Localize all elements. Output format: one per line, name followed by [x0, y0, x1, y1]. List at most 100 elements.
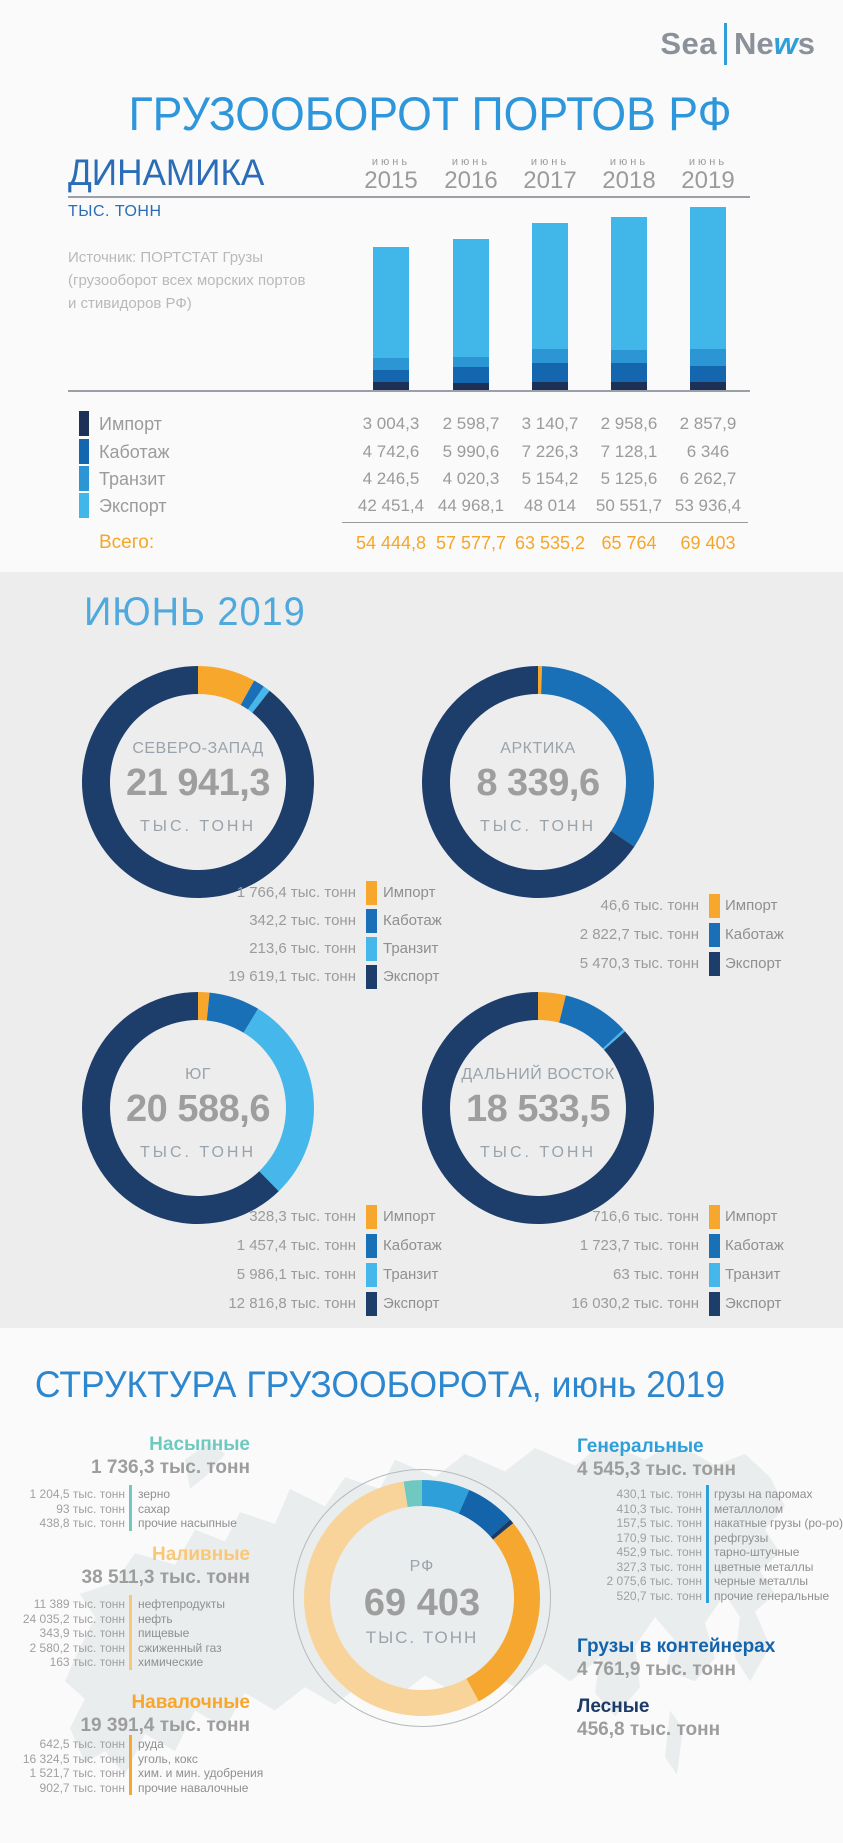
cell-value: 3 004,3: [362, 414, 420, 433]
item-label: сжиженный газ: [138, 1640, 222, 1655]
donut-slice-Транзит: [247, 686, 270, 713]
region-name: АРКТИКА: [500, 740, 576, 757]
cell-value: 2 598,7: [442, 414, 500, 433]
cell-value: 5 154,2: [521, 469, 579, 488]
item-value: 16 324,5 тыс. тонн: [22, 1751, 125, 1766]
legend-swatch-транзит: [79, 466, 89, 491]
item-value: 93 тыс. тонн: [56, 1501, 125, 1516]
group-name: Грузы в контейнерах: [577, 1636, 776, 1657]
item-label: хим. и мин. удобрения: [138, 1766, 264, 1780]
item-label: накатные грузы (ро-ро): [714, 1516, 843, 1530]
item-label: химические: [138, 1655, 204, 1669]
cell-value: 53 936,4: [674, 496, 742, 515]
cell-value: 4 020,3: [442, 469, 500, 488]
group-name: Наливные: [152, 1544, 250, 1565]
legend-label: Экспорт: [383, 1295, 440, 1312]
cell-value: 6 262,7: [679, 469, 737, 488]
cell-value: 2 958,6: [600, 414, 658, 433]
item-value: 24 035,2 тыс. тонн: [22, 1611, 125, 1626]
donut-slice-Транзит: [243, 1008, 315, 1192]
item-label: рефгрузы: [714, 1530, 769, 1545]
legend-value: 1 766,4 тыс. тонн: [236, 884, 356, 901]
cell-value: 4 742,6: [362, 442, 420, 461]
legend-swatch: [366, 1292, 377, 1316]
group-total: 4 545,3 тыс. тонн: [577, 1459, 736, 1480]
cell-value: 2 857,9: [679, 414, 737, 433]
region-name: ДАЛЬНИЙ ВОСТОК: [461, 1066, 615, 1083]
bar-segment-каботаж: [532, 362, 568, 382]
legend-swatch: [366, 881, 377, 905]
item-value: 343,9 тыс. тонн: [39, 1626, 125, 1640]
legend-value: 328,3 тыс. тонн: [249, 1208, 356, 1225]
group-items-bar: [129, 1485, 132, 1531]
year-label: 2015: [364, 167, 418, 194]
legend-value: 1 723,7 тыс. тонн: [579, 1237, 699, 1254]
bar-segment-транзит: [532, 349, 568, 363]
item-label: прочие насыпные: [138, 1516, 237, 1530]
dynamics-source: Источник: ПОРТСТАТ Грузы (грузооборот все…: [68, 249, 306, 312]
legend-label: Импорт: [383, 884, 436, 901]
donut-slice-Грузы в контейнерах: [458, 1489, 511, 1537]
bar-segment-экспорт: [690, 207, 726, 350]
bar-segment-транзит: [453, 356, 489, 368]
legend-swatch: [709, 894, 720, 918]
legend-label: Каботаж: [383, 912, 442, 929]
row-label: Транзит: [99, 469, 166, 489]
item-value: 902,7 тыс. тонн: [39, 1780, 125, 1795]
item-value: 2 580,2 тыс. тонн: [29, 1640, 125, 1655]
page-title: ГРУЗООБОРОТ ПОРТОВ РФ: [128, 87, 732, 140]
group-total: 38 511,3 тыс. тонн: [81, 1567, 250, 1588]
bar-segment-экспорт: [532, 222, 568, 350]
group-total: 19 391,4 тыс. тонн: [80, 1715, 250, 1736]
item-value: 430,1 тыс. тонн: [616, 1487, 702, 1501]
donut-slice-Генеральные: [422, 1480, 470, 1514]
bar-segment-импорт: [532, 381, 568, 390]
legend-value: 2 822,7 тыс. тонн: [579, 926, 699, 943]
donut-slice-Импорт: [538, 666, 543, 695]
item-value: 2 075,6 тыс. тонн: [606, 1574, 702, 1588]
total-value: 65 764: [601, 533, 657, 553]
item-value: 11 389 тыс. тонн: [33, 1597, 125, 1611]
legend-label: Экспорт: [725, 1295, 782, 1312]
legend-label: Каботаж: [725, 926, 784, 943]
legend-value: 5 986,1 тыс. тонн: [236, 1266, 356, 1283]
donut-ring: [422, 666, 655, 898]
cell-value: 48 014: [524, 496, 576, 515]
center-region: РФ: [409, 1558, 435, 1575]
group-items-bar: [706, 1485, 709, 1603]
legend-swatch: [366, 937, 377, 961]
center-unit: ТЫС. ТОНН: [365, 1628, 479, 1647]
bar-segment-экспорт: [453, 238, 489, 357]
donut-slice-Импорт: [538, 992, 566, 1023]
donut-slice-Наливные: [304, 1481, 479, 1716]
header-divider-line: [68, 196, 750, 198]
item-label: цветные металлы: [714, 1559, 814, 1574]
item-label: прочие навалочные: [138, 1780, 249, 1795]
region-name: СЕВЕРО-ЗАПАД: [132, 740, 264, 757]
item-value: 520,7 тыс. тонн: [616, 1588, 702, 1603]
group-total: 456,8 тыс. тонн: [577, 1719, 721, 1740]
item-value: 327,3 тыс. тонн: [616, 1559, 702, 1574]
bar-segment-транзит: [373, 358, 409, 370]
donut-slice-Импорт: [198, 666, 255, 706]
legend-label: Каботаж: [725, 1237, 784, 1254]
legend-swatch: [709, 923, 720, 947]
region-unit: ТЫС. ТОНН: [140, 1144, 256, 1161]
item-label: металлолом: [714, 1501, 784, 1516]
region-total: 8 339,6: [476, 762, 600, 804]
group-name: Насыпные: [149, 1434, 250, 1455]
legend-swatch: [709, 1205, 720, 1229]
bar-segment-экспорт: [611, 217, 647, 350]
year-label: 2018: [602, 167, 656, 194]
legend-label: Экспорт: [383, 968, 440, 985]
cell-value: 6 346: [686, 442, 730, 461]
center-total: 69 403: [363, 1582, 481, 1624]
legend-swatch: [366, 1205, 377, 1229]
legend-swatch-каботаж: [79, 439, 89, 464]
total-value: 54 444,8: [355, 533, 427, 553]
legend-value: 12 816,8 тыс. тонн: [228, 1295, 356, 1312]
legend-value: 5 470,3 тыс. тонн: [579, 955, 699, 972]
region-unit: ТЫС. ТОНН: [140, 818, 256, 835]
total-value: 57 577,7: [435, 533, 507, 553]
